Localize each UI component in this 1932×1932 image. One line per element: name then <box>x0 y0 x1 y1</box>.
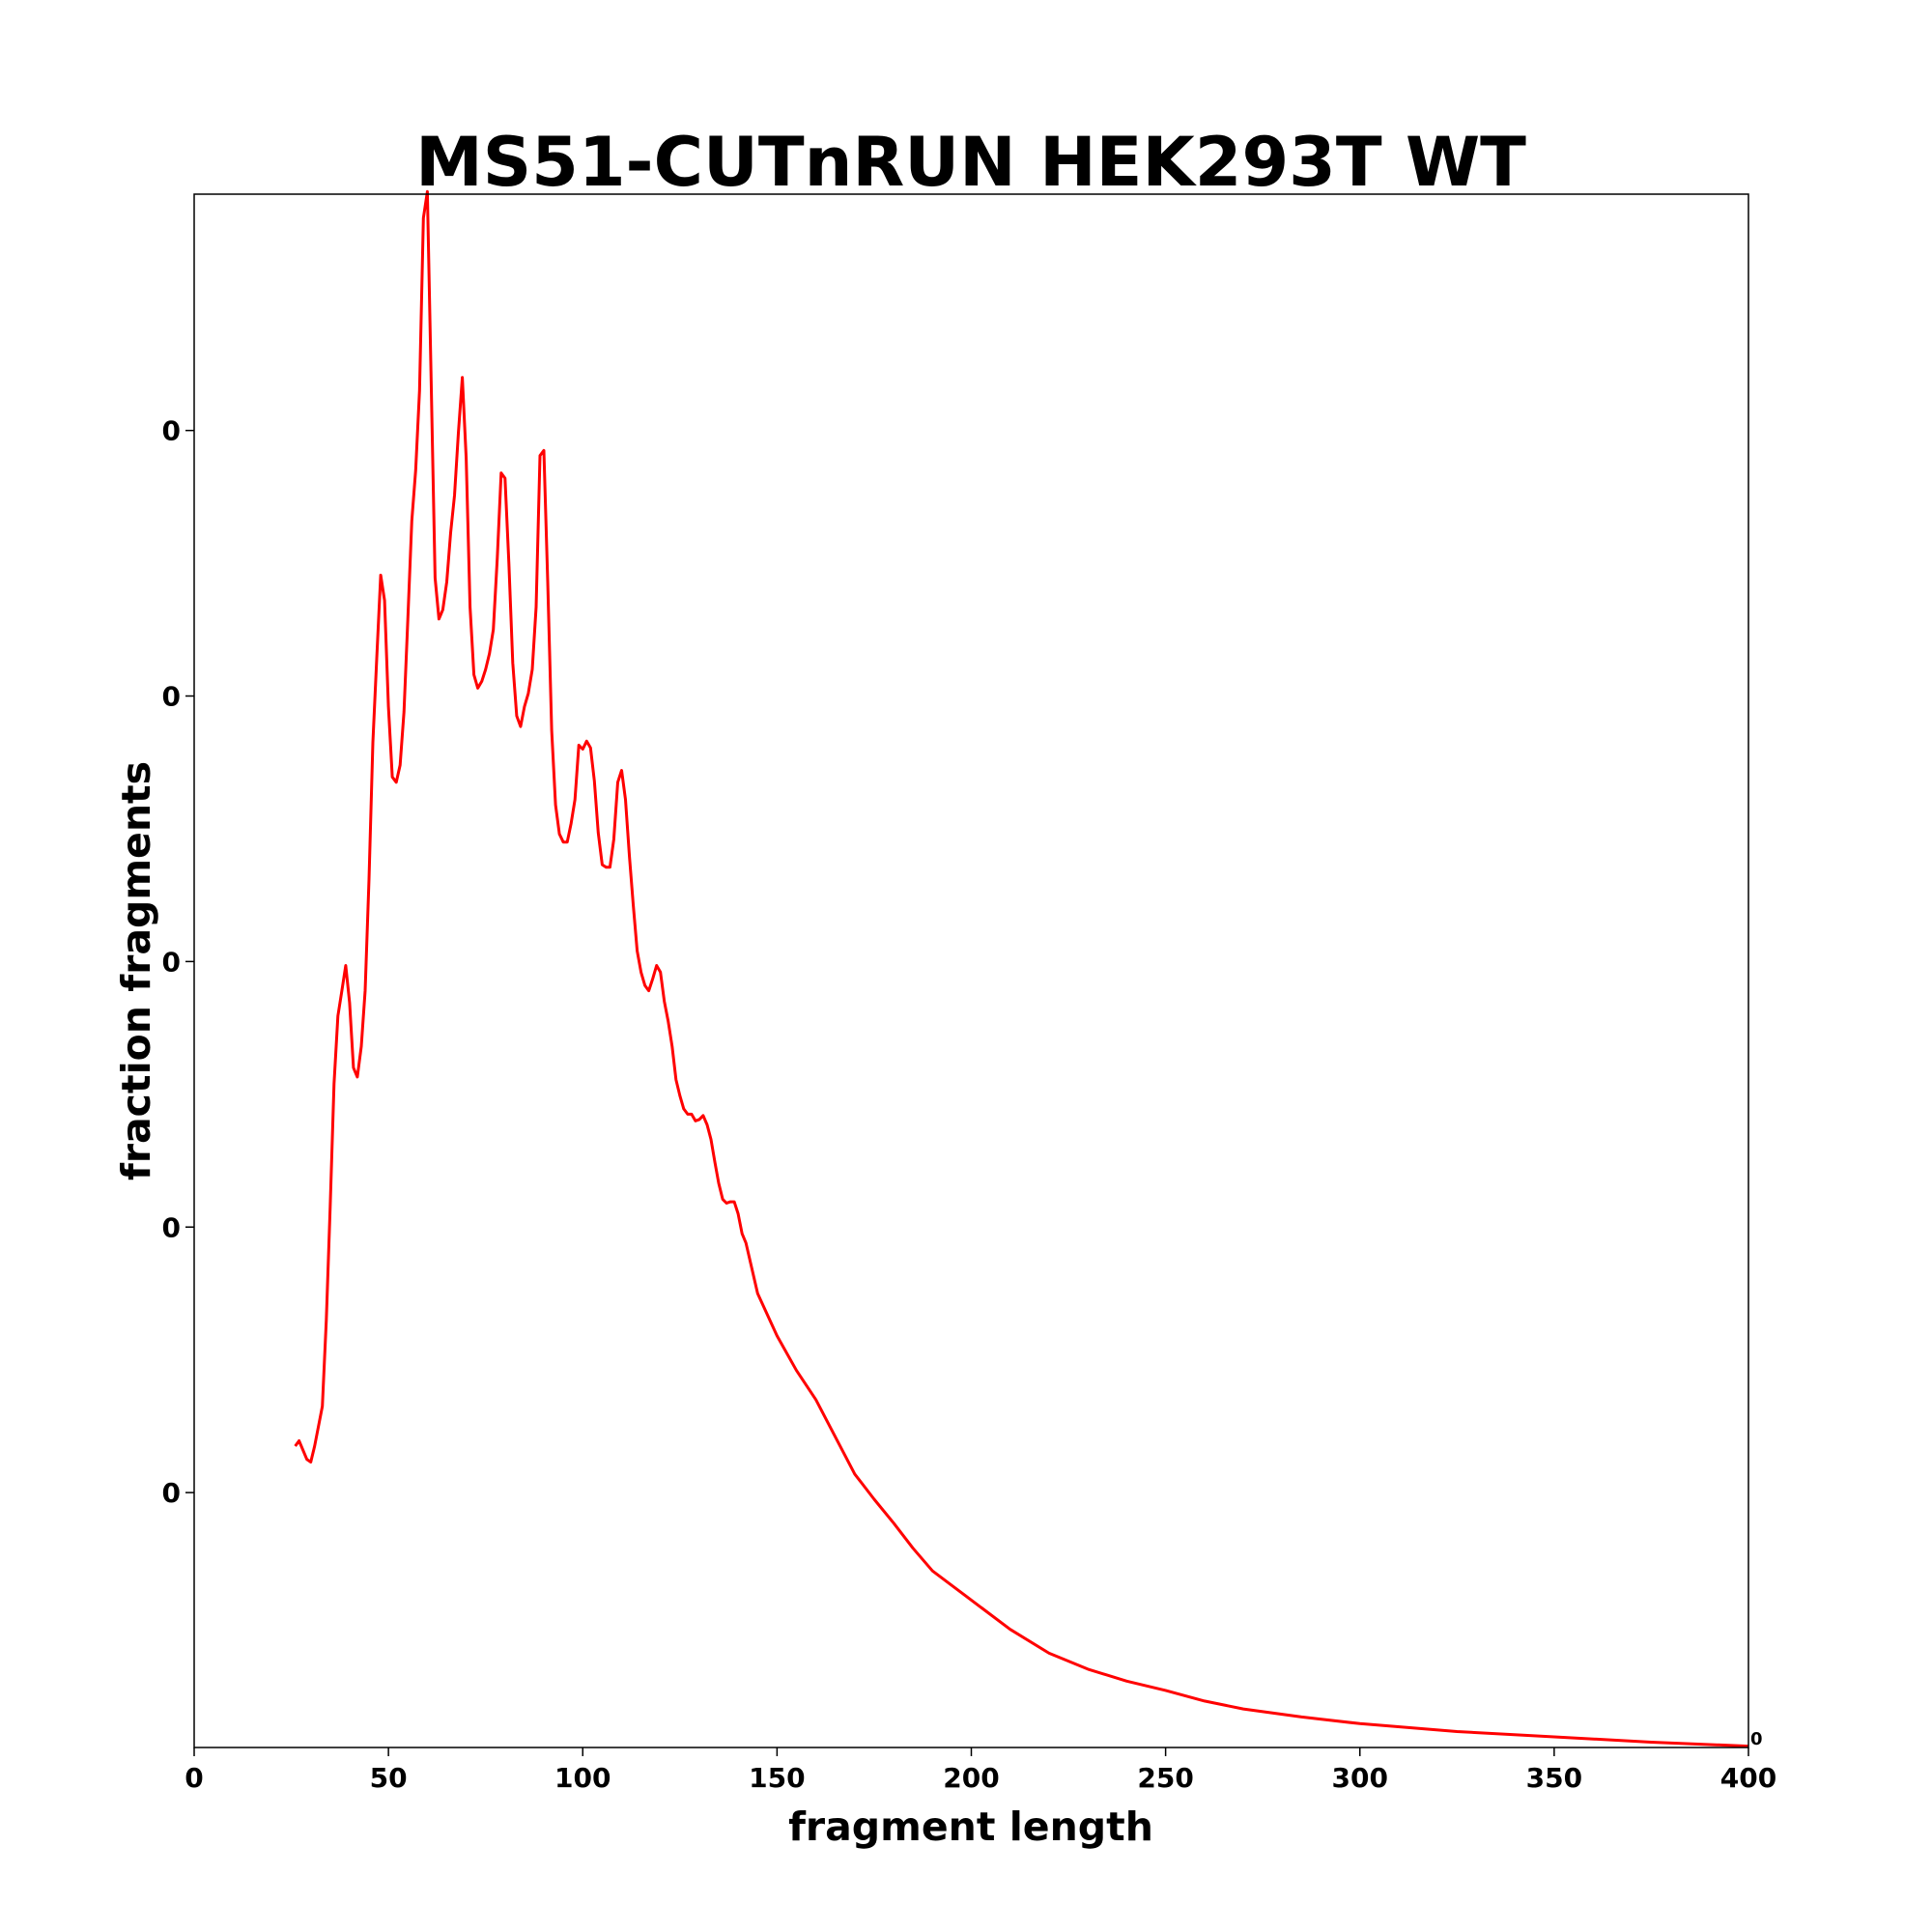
x-axis-ticks: 0 50 100 150 200 250 300 350 400 <box>185 1747 1776 1794</box>
y-tick-label: 0 <box>162 1477 181 1509</box>
x-tick-label: 50 <box>370 1762 408 1794</box>
plot-area <box>294 189 1749 1748</box>
x-tick-label: 400 <box>1720 1762 1776 1794</box>
x-tick-label: 300 <box>1332 1762 1388 1794</box>
x-tick-label: 200 <box>943 1762 999 1794</box>
x-tick-label: 350 <box>1526 1762 1582 1794</box>
x-axis-label: fragment length <box>788 1804 1153 1850</box>
corner-offset-label: 0 <box>1750 1729 1763 1749</box>
series-line <box>294 189 1749 1748</box>
chart-title: MS51-CUTnRUN HEK293T WT <box>415 123 1526 202</box>
y-tick-label: 0 <box>162 1211 181 1243</box>
x-tick-label: 100 <box>554 1762 611 1794</box>
axes-frame <box>193 193 1749 1748</box>
x-tick-label: 0 <box>185 1762 203 1794</box>
y-tick-label: 0 <box>162 681 181 713</box>
y-axis-label: fraction fragments <box>113 761 159 1180</box>
y-tick-label: 0 <box>162 946 181 978</box>
y-tick-label: 0 <box>162 415 181 447</box>
x-tick-label: 150 <box>749 1762 805 1794</box>
x-tick-label: 250 <box>1137 1762 1193 1794</box>
y-axis-ticks: 0 0 0 0 0 <box>162 415 194 1509</box>
